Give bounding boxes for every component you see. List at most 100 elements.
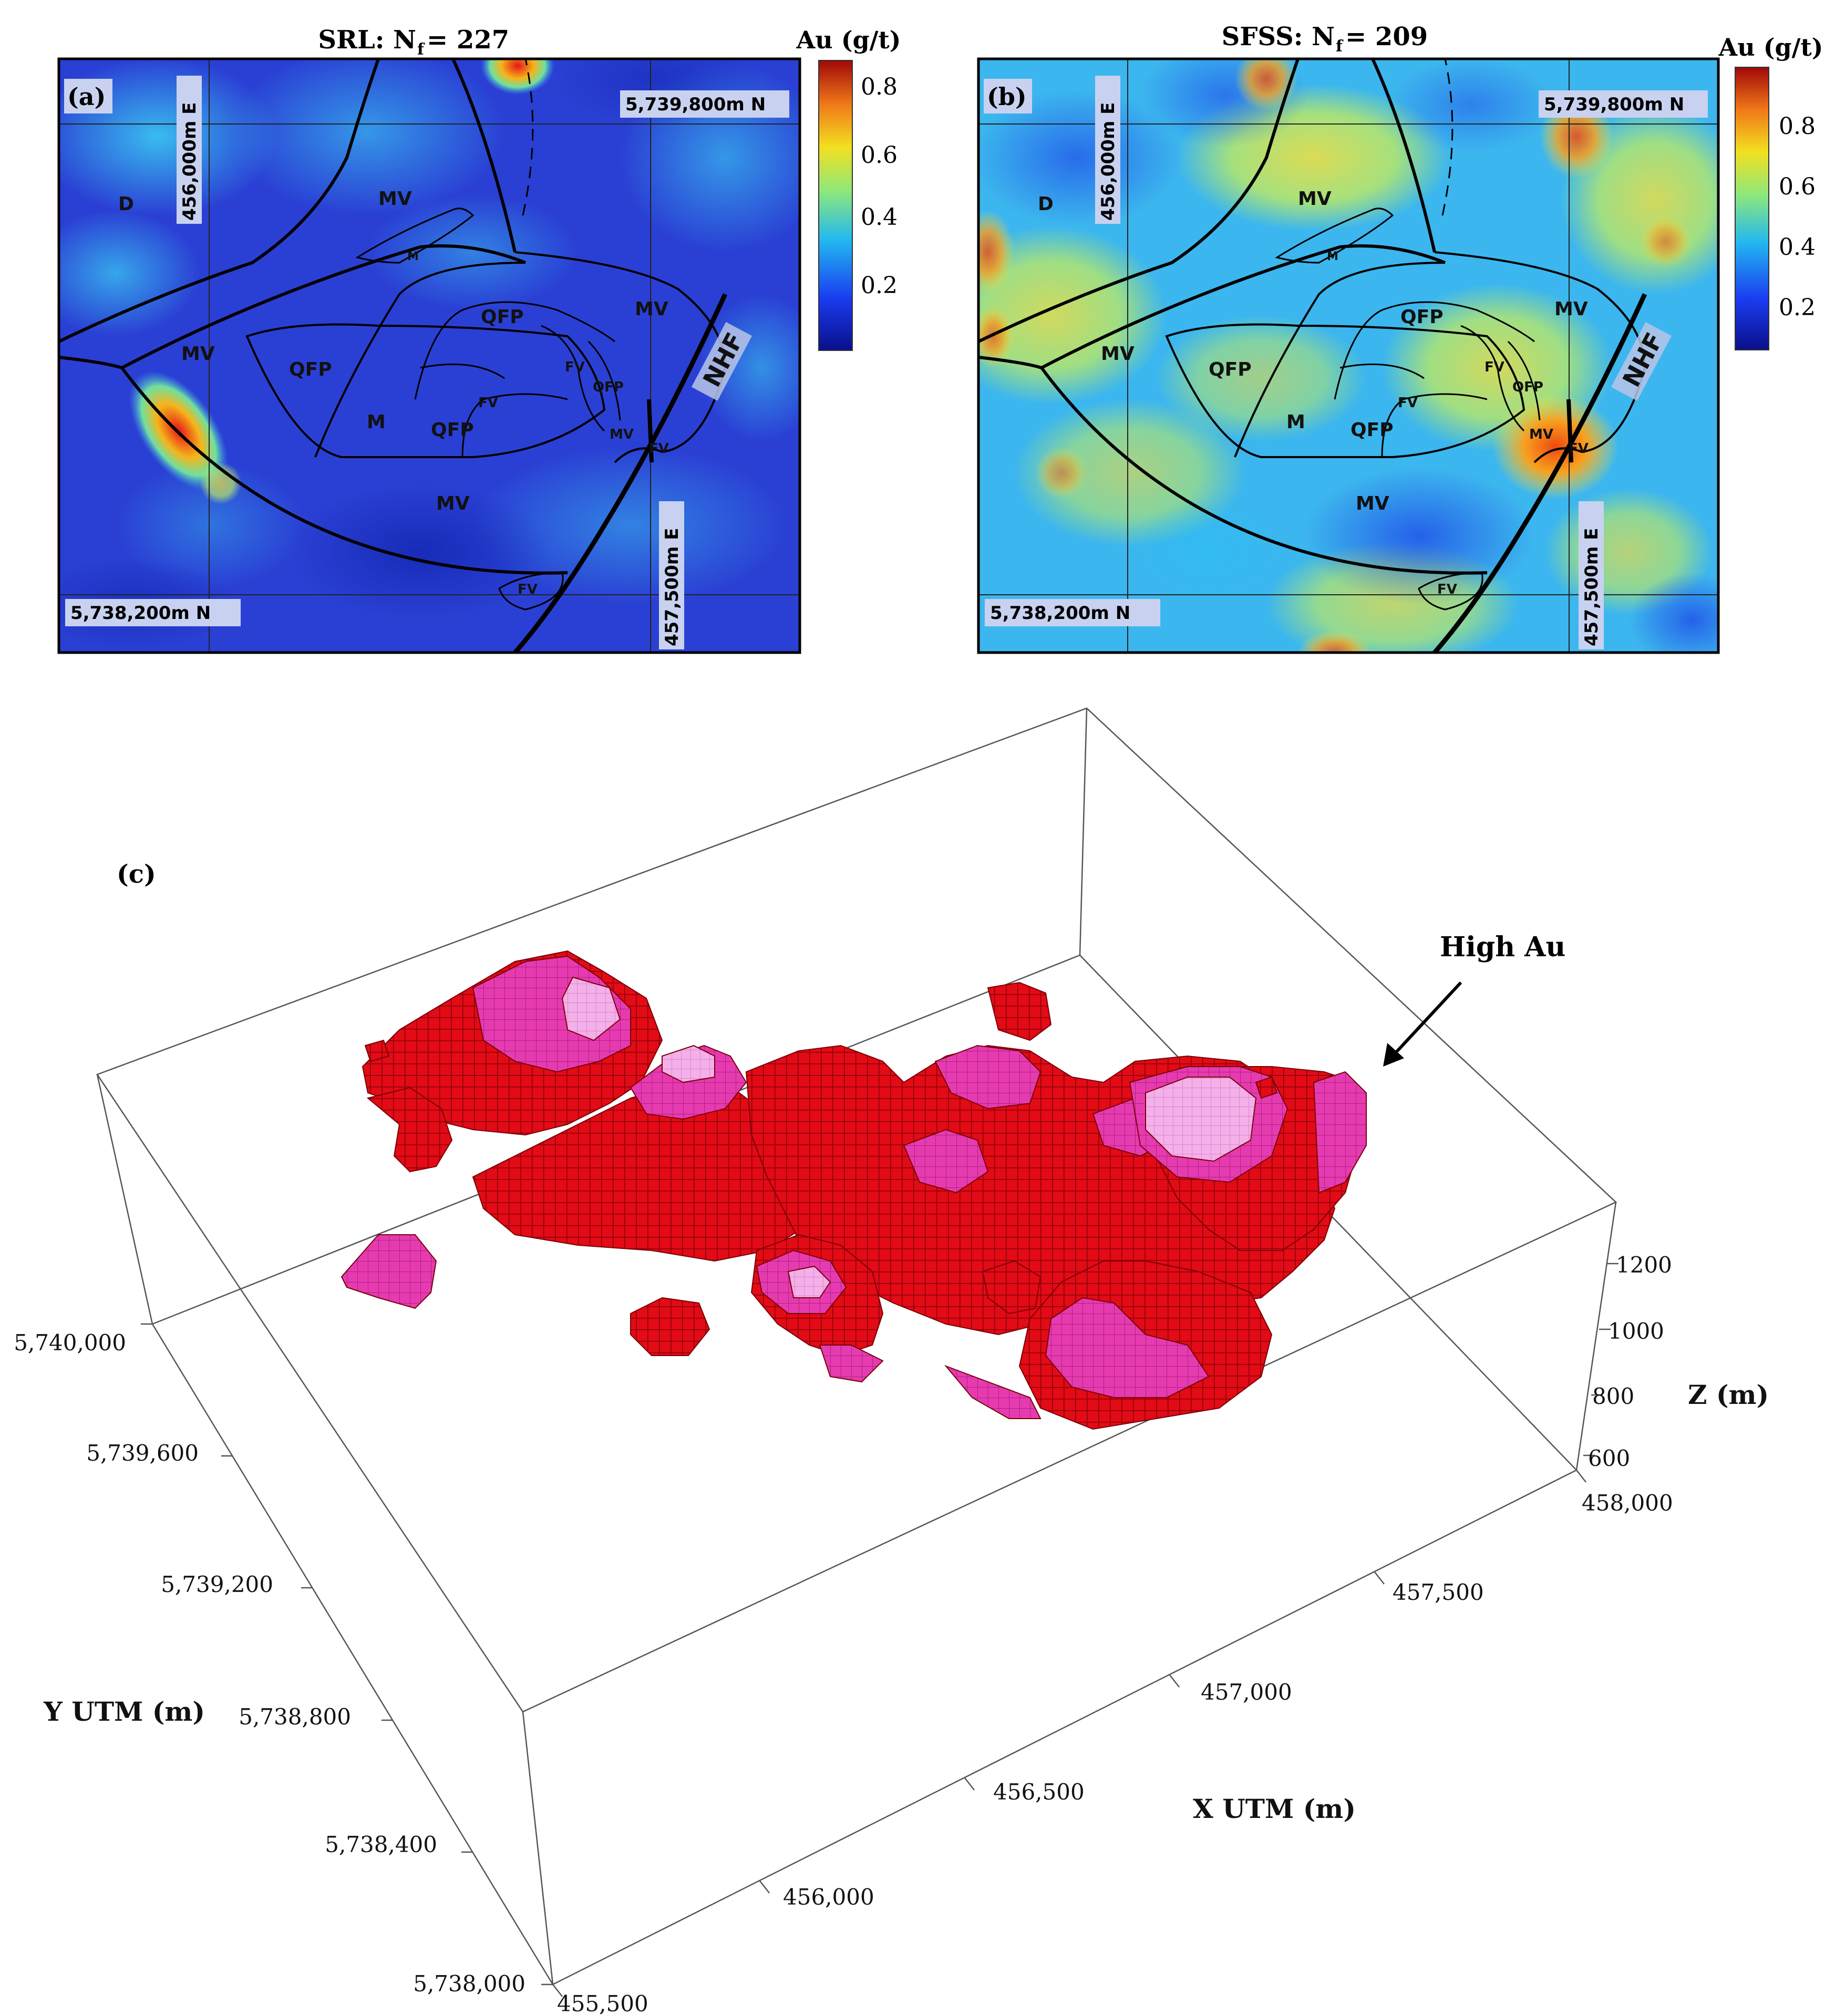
panel-a-northing-bottom-bg [65, 599, 241, 626]
panel-a-colorbar-tick: 0.4 [861, 204, 898, 231]
panel-b-unit-fv-4: FV [1437, 582, 1457, 597]
panel-c-x-tick: 458,000 [1582, 1490, 1673, 1516]
panel-b-title-text: SFSS: N [1222, 22, 1335, 51]
voxel-body-south-peak [787, 1265, 831, 1298]
panel-c-z-axis-label: Z (m) [1688, 1379, 1769, 1410]
panel-b-colorbar-tick: 0.6 [1779, 173, 1816, 200]
panel-a-title: SRL: N f = 227 [318, 25, 509, 59]
panel-b-unit-qfp-center: QFP [1400, 306, 1444, 328]
panel-b-title-subscript: f [1336, 37, 1344, 56]
panel-a-unit-qfp-south: QFP [431, 419, 474, 441]
panel-a-colorbar-tick: 0.2 [861, 272, 898, 299]
panel-a-title-subscript: f [417, 40, 425, 59]
panel-c-z-tick: 1200 [1616, 1252, 1672, 1278]
panel-b-unit-fv-2: FV [1398, 395, 1418, 411]
panel-c-x-tick: 455,500 [557, 1991, 648, 2016]
panel-c-y-axis-label: Y UTM (m) [43, 1696, 205, 1727]
panel-c-arrow-shaft [1391, 981, 1462, 1058]
panel-a-unit-mv-north: MV [378, 188, 412, 210]
panel-c-z-axis [1583, 1263, 1618, 1456]
panel-c-y-tick: 5,739,200 [161, 1572, 273, 1597]
panel-b-unit-mv-north: MV [1298, 188, 1332, 210]
panel-c-y-axis [141, 1323, 553, 1986]
panel-b-colorbar: Au (g/t) 0.8 0.6 0.4 0.2 [1718, 33, 1823, 350]
panel-b-frame [977, 57, 1720, 654]
panel-c-arrow-head [1383, 1043, 1404, 1067]
panel-a-unit-d: D [118, 193, 134, 215]
panel-a-unit-mv-south: MV [436, 493, 470, 514]
panel-c-x-axis-label: X UTM (m) [1193, 1793, 1356, 1824]
panel-c-y-tick: 5,738,400 [325, 1832, 437, 1857]
panel-c-x-axis [552, 1470, 1586, 1997]
panel-c-high-au-annotation: High Au [1383, 931, 1565, 1067]
panel-a-unit-fv-4: FV [518, 582, 538, 597]
panel-c-y-tick: 5,739,600 [86, 1440, 199, 1466]
panel-b-label: (b) [987, 82, 1027, 111]
panel-c-z-tick: 800 [1592, 1383, 1634, 1409]
voxel-body-tiny-nw [364, 1039, 390, 1062]
panel-a-unit-mv-west: MV [181, 343, 215, 365]
panel-a-unit-qfp-center: QFP [481, 306, 524, 328]
panel-a-unit-mv-east: MV [635, 298, 668, 320]
panel-a-unit-qfp-east: QFP [593, 379, 624, 395]
panel-a-title-value: = 227 [427, 25, 509, 55]
panel-b-unit-m-small: M [1327, 250, 1338, 263]
panel-c-label: (c) [117, 860, 156, 889]
panel-b-unit-mv-west: MV [1101, 343, 1135, 365]
panel-a-colorbar: Au (g/t) 0.8 0.6 0.4 0.2 [796, 26, 901, 351]
panel-a-colorbar-tick: 0.8 [861, 74, 898, 100]
panel-b-map: D MV M MV MV QFP QFP QFP QFP M FV FV FV … [978, 59, 1718, 653]
voxel-body-far-west [341, 1234, 437, 1309]
panel-c-y-tick: 5,738,800 [239, 1704, 351, 1730]
panel-b-colorbar-title: Au (g/t) [1718, 33, 1823, 61]
panel-b-northing-top: 5,739,800m N [1544, 94, 1684, 115]
panel-c-x-tick: 456,500 [993, 1779, 1085, 1805]
voxel-body-northwest-peak [561, 976, 621, 1041]
panel-a-easting-right: 457,500m E [662, 528, 683, 646]
panel-a-unit-m: M [367, 411, 386, 433]
panel-a-colorbar-gradient [818, 60, 853, 351]
panel-a-label: (a) [67, 82, 106, 111]
panel-b-colorbar-tick: 0.2 [1779, 294, 1816, 321]
panel-b-unit-qfp-south: QFP [1351, 419, 1394, 441]
panel-b-easting-right: 457,500m E [1581, 528, 1602, 646]
voxel-body-south-tail [819, 1345, 884, 1383]
panel-a-unit-fv-3: FV [649, 441, 669, 457]
panel-b-unit-mv-small: MV [1529, 427, 1553, 442]
voxel-body-east-wall [1313, 1071, 1367, 1194]
panel-c-high-au-voxels [341, 950, 1367, 1430]
panel-a-unit-fv-1: FV [565, 359, 585, 375]
voxel-body-center-top-1 [934, 1045, 1042, 1110]
panel-c-x-tick: 456,000 [783, 1884, 874, 1910]
panel-c-z-tick: 1000 [1608, 1318, 1664, 1344]
voxel-body-small-south [630, 1297, 710, 1356]
panel-a-northing-bottom: 5,738,200m N [70, 603, 211, 624]
panel-b-easting-left: 456,000m E [1098, 102, 1119, 221]
panel-a-colorbar-tick: 0.6 [861, 142, 898, 169]
panel-b-colorbar-tick: 0.4 [1779, 234, 1816, 261]
panel-c-x-tick: 457,000 [1201, 1679, 1292, 1705]
panel-a-frame [57, 57, 801, 654]
voxel-body-center-top-2 [903, 1129, 989, 1194]
panel-b-colorbar-gradient [1735, 67, 1769, 350]
panel-a-unit-m-small: M [407, 250, 419, 263]
panel-a-colorbar-title: Au (g/t) [796, 26, 901, 54]
voxel-body-southeast-tail [944, 1364, 1042, 1419]
panel-b-colorbar-tick: 0.8 [1779, 113, 1816, 140]
panel-c-y-tick: 5,738,000 [413, 1971, 525, 1997]
panel-c-y-tick: 5,740,000 [14, 1330, 126, 1356]
panel-c-high-au-label: High Au [1440, 931, 1565, 963]
panel-a-northing-top-bg [620, 90, 789, 118]
panel-b-geology-lines [978, 59, 1647, 653]
panel-b-northing-bottom: 5,738,200m N [990, 603, 1130, 624]
panel-b-label-bg [984, 79, 1032, 113]
panel-b-unit-d: D [1038, 193, 1054, 215]
panel-a-northing-top: 5,739,800m N [625, 94, 766, 115]
voxel-body-tiny-east [1255, 1076, 1278, 1099]
panel-b-unit-qfp-east: QFP [1512, 379, 1543, 395]
panel-c-x-tick: 457,500 [1393, 1579, 1484, 1605]
voxel-body-west-arm [366, 1087, 453, 1173]
panel-a-unit-qfp-west: QFP [289, 359, 332, 380]
voxel-body-southeast-top [1045, 1297, 1210, 1398]
